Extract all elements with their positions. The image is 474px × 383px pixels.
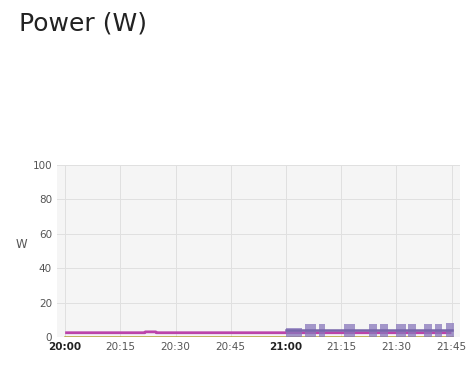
Text: Power (W): Power (W) — [19, 11, 147, 36]
Y-axis label: W: W — [16, 238, 27, 251]
